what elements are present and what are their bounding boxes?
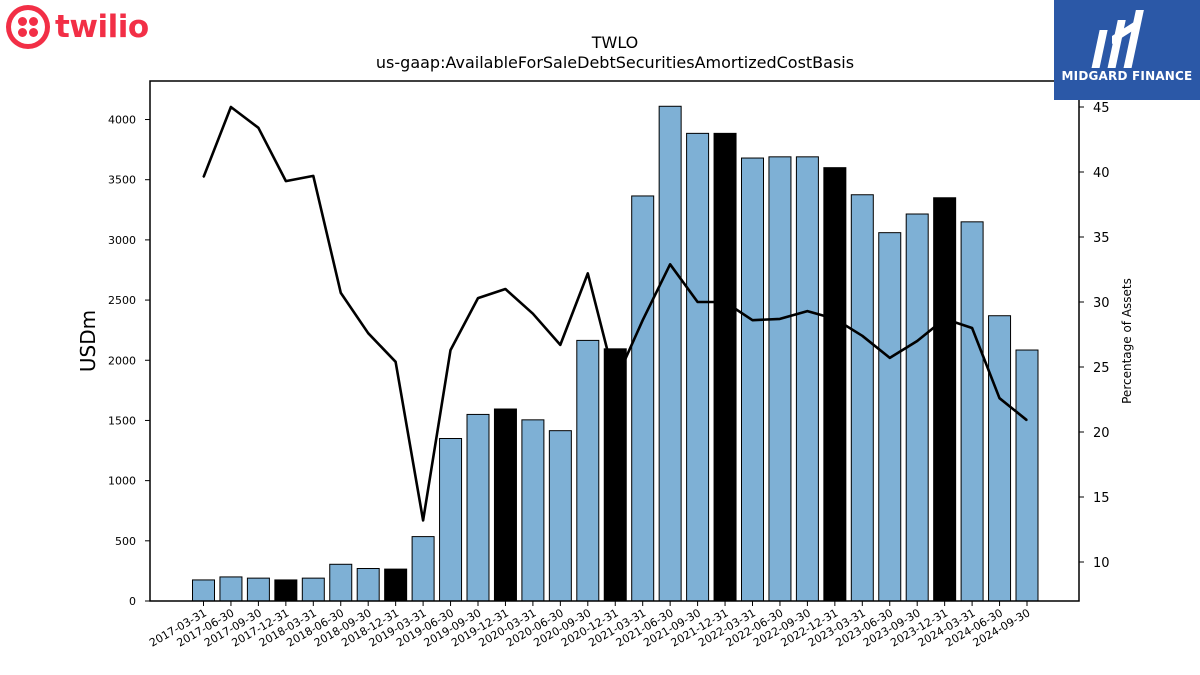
bar <box>356 568 380 602</box>
line-point <box>559 344 561 346</box>
y-tick-label: 2500 <box>108 294 136 307</box>
bar <box>329 563 353 602</box>
line-point <box>971 327 973 329</box>
line-point <box>724 301 726 303</box>
line-point <box>806 310 809 312</box>
line-point <box>202 176 205 178</box>
twilio-logo: twilio <box>6 5 149 49</box>
bar <box>301 577 325 602</box>
bar <box>411 536 435 602</box>
line-point <box>614 380 616 382</box>
line-point <box>916 340 918 342</box>
bar <box>521 419 545 602</box>
bar <box>905 213 929 602</box>
y2-tick-label: 15 <box>1093 491 1110 506</box>
y2-tick-label: 20 <box>1093 426 1110 441</box>
chart-subtitle: us-gaap:AvailableForSaleDebtSecuritiesAm… <box>376 53 854 72</box>
line-point <box>861 335 863 337</box>
line-point <box>449 349 452 351</box>
y-tick-label: 4000 <box>108 114 136 127</box>
y2-tick-label: 10 <box>1093 556 1110 571</box>
line-point <box>340 292 342 294</box>
y2-tick-label: 45 <box>1093 101 1110 116</box>
bar <box>1015 349 1039 602</box>
bar <box>823 167 847 602</box>
line-point <box>395 361 397 363</box>
bar <box>384 568 408 602</box>
y-tick-label: 500 <box>115 535 136 548</box>
bar-group <box>192 105 1039 602</box>
line-point <box>257 127 259 129</box>
y-tick-label: 0 <box>129 595 136 608</box>
bar <box>439 438 463 602</box>
bar <box>466 413 490 602</box>
bar <box>988 315 1012 602</box>
twilio-logo-icon <box>6 5 50 49</box>
y-tick-label: 1000 <box>108 475 136 488</box>
y-tick-label: 1500 <box>108 414 136 427</box>
bar <box>933 197 957 602</box>
line-group <box>202 105 1028 522</box>
twilio-logo-text: twilio <box>55 9 149 45</box>
line-point <box>779 318 781 320</box>
bar <box>274 579 298 602</box>
bar <box>548 430 572 602</box>
line-point <box>642 319 644 321</box>
bar <box>741 157 764 602</box>
bar <box>850 194 874 602</box>
bar <box>493 408 517 602</box>
y2-axis-label: Percentage of Assets <box>1120 278 1134 404</box>
line-point <box>285 180 287 182</box>
midgard-finance-logo: MIDGARD FINANCE <box>1054 0 1200 100</box>
line-point <box>587 272 589 274</box>
bar <box>686 132 710 602</box>
bar <box>192 579 215 602</box>
bar <box>658 105 682 602</box>
y-axis-label: USDm <box>76 310 100 372</box>
line-point <box>944 318 946 320</box>
bar <box>219 576 243 602</box>
bar <box>603 348 627 602</box>
bar <box>631 195 655 602</box>
line-point <box>422 519 424 522</box>
bar <box>768 156 792 602</box>
bar <box>878 232 902 602</box>
bar <box>576 339 600 602</box>
y-tick-label: 2000 <box>108 354 136 367</box>
y2-tick-label: 25 <box>1093 361 1110 376</box>
line-point <box>477 297 479 299</box>
line-point <box>1026 419 1028 421</box>
line-point <box>669 263 671 265</box>
y-tick-label: 3500 <box>108 174 136 187</box>
midgard-logo-text: MIDGARD FINANCE <box>1061 69 1193 83</box>
line-point <box>697 301 699 303</box>
chart-title: TWLO <box>591 33 639 52</box>
line-point <box>312 175 314 177</box>
line-point <box>834 318 836 320</box>
bar <box>246 577 270 602</box>
plot-frame <box>149 80 1080 602</box>
line-point <box>504 288 507 290</box>
bar <box>960 221 984 602</box>
y-tick-label: 3000 <box>108 234 136 247</box>
y2-tick-label: 35 <box>1093 231 1110 246</box>
y2-tick-label: 40 <box>1093 166 1110 181</box>
midgard-logo-icon <box>1091 10 1144 68</box>
bar <box>713 132 737 602</box>
line-point <box>230 106 232 108</box>
y2-tick-label: 30 <box>1093 296 1110 311</box>
line-point <box>367 332 369 334</box>
line-point <box>998 397 1001 399</box>
line-point <box>751 319 754 321</box>
line-point <box>889 357 891 359</box>
line-point <box>532 313 534 315</box>
bar <box>795 156 819 602</box>
